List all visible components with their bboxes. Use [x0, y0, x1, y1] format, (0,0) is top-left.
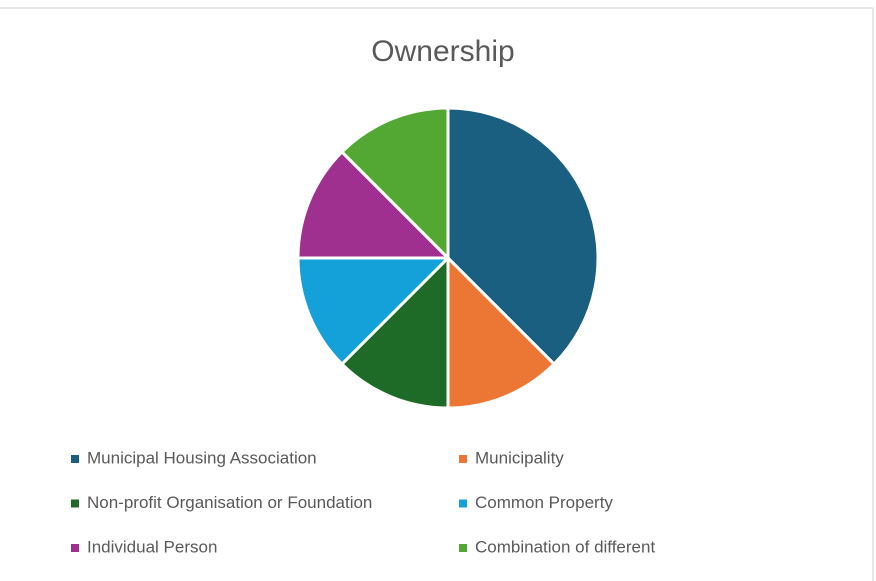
chart-title: Ownership — [371, 35, 514, 68]
pie-slice — [296, 256, 450, 366]
pie-slice — [296, 150, 450, 260]
legend-label: Common Property — [475, 493, 613, 512]
legend-swatch — [71, 455, 79, 463]
pie-slice — [340, 256, 450, 410]
pie-slice — [446, 256, 556, 410]
legend-swatch — [71, 544, 79, 552]
legend-swatch — [71, 499, 79, 508]
legend-label: Non-profit Organisation or Foundation — [87, 493, 372, 512]
legend-label: Individual Person — [87, 537, 217, 556]
legend-swatch — [459, 499, 467, 508]
pie-slice — [340, 106, 450, 260]
legend-label: Municipality — [475, 448, 564, 467]
legend-label: Combination of different — [475, 537, 655, 556]
legend-swatch — [459, 544, 467, 552]
legend-swatch — [459, 455, 467, 463]
legend-label: Municipal Housing Association — [87, 448, 317, 467]
pie-slice — [446, 106, 600, 366]
